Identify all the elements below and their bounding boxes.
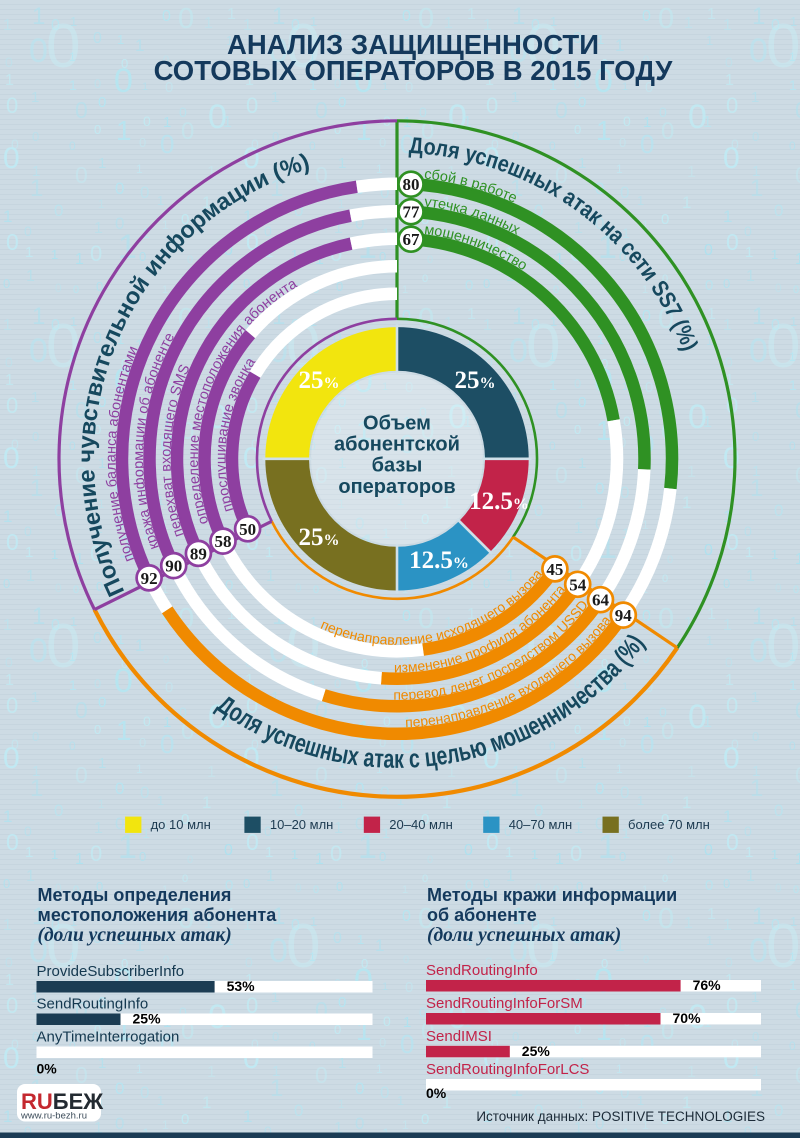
svg-text:64: 64 xyxy=(592,591,610,610)
svg-text:SendIMSI: SendIMSI xyxy=(426,1028,492,1045)
svg-text:СОТОВЫХ ОПЕРАТОРОВ В 2015 ГОДУ: СОТОВЫХ ОПЕРАТОРОВ В 2015 ГОДУ xyxy=(154,55,674,86)
svg-text:25%: 25% xyxy=(522,1043,551,1059)
svg-text:12.5%: 12.5% xyxy=(469,488,529,515)
svg-text:местоположения абонента: местоположения абонента xyxy=(38,905,278,925)
svg-text:89: 89 xyxy=(190,544,207,563)
svg-text:AnyTimeInterrogation: AnyTimeInterrogation xyxy=(37,1029,180,1046)
svg-text:0%: 0% xyxy=(37,1061,58,1077)
svg-text:SendRoutingInfoForLCS: SendRoutingInfoForLCS xyxy=(426,1061,589,1078)
svg-text:80: 80 xyxy=(403,175,420,194)
svg-text:до 10 млн: до 10 млн xyxy=(151,817,211,832)
svg-text:Объем: Объем xyxy=(363,413,431,435)
svg-text:94: 94 xyxy=(615,606,633,625)
svg-text:25%: 25% xyxy=(133,1011,162,1027)
svg-text:70%: 70% xyxy=(673,1010,702,1026)
svg-text:АНАЛИЗ ЗАЩИЩЕННОСТИ: АНАЛИЗ ЗАЩИЩЕННОСТИ xyxy=(227,29,599,60)
svg-text:Методы кражи информации: Методы кражи информации xyxy=(427,885,677,905)
svg-text:Методы определения: Методы определения xyxy=(38,885,232,905)
svg-text:RUБЕЖ: RUБЕЖ xyxy=(21,1089,103,1114)
svg-text:абонентской: абонентской xyxy=(334,434,460,456)
svg-text:53%: 53% xyxy=(227,978,256,994)
svg-text:54: 54 xyxy=(569,575,587,594)
svg-text:SendRoutingInfo: SendRoutingInfo xyxy=(37,996,149,1013)
svg-text:20–40 млн: 20–40 млн xyxy=(389,817,452,832)
svg-text:12.5%: 12.5% xyxy=(409,547,469,574)
svg-text:50: 50 xyxy=(239,520,256,539)
svg-text:45: 45 xyxy=(546,560,563,579)
svg-text:0%: 0% xyxy=(426,1085,447,1101)
svg-text:SendRoutingInfo: SendRoutingInfo xyxy=(426,962,538,979)
svg-text:операторов: операторов xyxy=(338,476,455,498)
svg-text:25%: 25% xyxy=(299,367,340,394)
svg-text:(доли успешных атак): (доли успешных атак) xyxy=(38,925,232,946)
svg-text:более 70 млн: более 70 млн xyxy=(628,817,710,832)
svg-text:25%: 25% xyxy=(455,367,496,394)
svg-text:базы: базы xyxy=(372,455,423,477)
svg-text:25%: 25% xyxy=(299,524,340,551)
svg-text:(доли успешных атак): (доли успешных атак) xyxy=(427,925,621,946)
svg-text:40–70 млн: 40–70 млн xyxy=(509,817,572,832)
svg-text:об абоненте: об абоненте xyxy=(427,905,537,925)
svg-text:www.ru-bezh.ru: www.ru-bezh.ru xyxy=(20,1111,87,1122)
svg-text:58: 58 xyxy=(215,532,232,551)
svg-text:ProvideSubscriberInfo: ProvideSubscriberInfo xyxy=(37,963,185,980)
svg-text:90: 90 xyxy=(165,557,182,576)
svg-text:92: 92 xyxy=(141,569,158,588)
svg-text:67: 67 xyxy=(403,230,421,249)
svg-text:77: 77 xyxy=(403,203,421,222)
svg-text:76%: 76% xyxy=(693,977,722,993)
svg-text:Источник данных: POSITIVE TECH: Источник данных: POSITIVE TECHNOLOGIES xyxy=(476,1109,765,1124)
svg-text:10–20 млн: 10–20 млн xyxy=(270,817,333,832)
svg-text:SendRoutingInfoForSM: SendRoutingInfoForSM xyxy=(426,995,583,1012)
